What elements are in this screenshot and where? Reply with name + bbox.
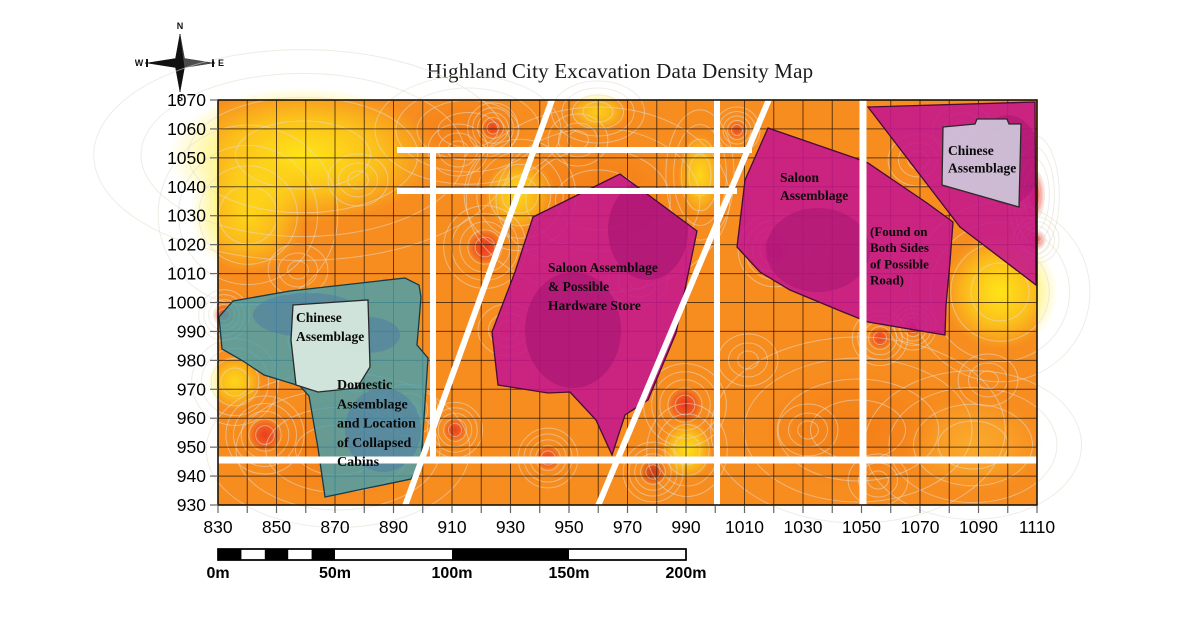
axes: 830 850 870 890 910 930 950 970 990 1010 1030 1050 1… xyxy=(167,90,1055,537)
density-map-canvas: Chinese Assemblage Domestic Assemblage and L… xyxy=(93,49,1091,537)
y-axis-label: 960 xyxy=(177,408,206,428)
x-axis-label: 910 xyxy=(437,517,466,537)
density-blob xyxy=(640,459,666,485)
x-axis-label: 930 xyxy=(496,517,525,537)
x-axis-label: 970 xyxy=(613,517,642,537)
scale-bar-label: 0m xyxy=(206,565,229,582)
y-axis-label: 980 xyxy=(177,350,206,370)
road-diagonal-east xyxy=(595,95,773,508)
label-domestic: Domestic Assemblage and Location of Collaps… xyxy=(337,378,416,470)
y-axis-label: 1040 xyxy=(167,177,206,197)
density-blob xyxy=(678,133,722,217)
compass-star xyxy=(146,33,214,93)
compass-rose: N S W E xyxy=(135,20,225,110)
x-axis-label: 1110 xyxy=(1019,517,1056,537)
y-axis-label: 970 xyxy=(177,379,206,399)
y-axis-label: 1010 xyxy=(167,264,206,284)
roads xyxy=(216,95,1038,508)
y-axis-label: 1030 xyxy=(167,206,206,226)
y-axis-label: 940 xyxy=(177,466,206,486)
y-axis-label: 950 xyxy=(177,437,206,457)
y-axis-label: 1060 xyxy=(167,119,206,139)
label-chinese-west: Chinese Assemblage xyxy=(296,310,364,344)
label-found-on: (Found on Both Sides of Possible Road) xyxy=(870,224,929,288)
density-blob xyxy=(248,418,282,452)
chinese-assemblage-east xyxy=(941,118,1022,208)
x-axis-label: 1090 xyxy=(959,517,998,537)
density-blob xyxy=(443,418,467,442)
scale-bar-label: 150m xyxy=(549,565,590,582)
scale-bar-label: 100m xyxy=(432,565,473,582)
density-blob xyxy=(207,354,263,410)
y-axis-label: 1070 xyxy=(167,90,206,110)
x-axis-label: 990 xyxy=(671,517,700,537)
compass-n: N xyxy=(177,21,184,31)
compass-canvas: N S W E xyxy=(135,21,224,103)
density-blob xyxy=(482,117,504,139)
x-axis-label: 890 xyxy=(379,517,408,537)
label-chinese-east: Chinese Assemblage xyxy=(948,143,1016,176)
road-diagonal-west xyxy=(402,95,556,508)
label-saloon-east: Saloon Assemblage xyxy=(780,170,848,203)
density-blob xyxy=(661,420,713,480)
x-axis-label: 870 xyxy=(320,517,349,537)
y-axis-label: 1000 xyxy=(167,293,206,313)
y-axis-label: 930 xyxy=(177,495,206,515)
density-map: Chinese Assemblage Domestic Assemblage and L… xyxy=(93,49,1091,537)
x-axis-label: 1070 xyxy=(901,517,940,537)
y-axis-label: 1050 xyxy=(167,148,206,168)
scale-bar-segment xyxy=(452,549,569,560)
density-blob xyxy=(763,370,953,490)
scale-bar-segment xyxy=(218,549,242,560)
y-axis-label: 990 xyxy=(177,321,206,341)
x-axis-label: 830 xyxy=(203,517,232,537)
x-axis-label: 1030 xyxy=(784,517,823,537)
x-axis-label: 950 xyxy=(554,517,583,537)
x-axis-label: 850 xyxy=(262,517,291,537)
x-axis-label: 1050 xyxy=(842,517,881,537)
page-title: Highland City Excavation Data Density Ma… xyxy=(426,59,814,83)
compass-s: S xyxy=(177,93,183,103)
density-blob xyxy=(727,120,747,140)
chinese-assemblage-west xyxy=(290,299,371,393)
saloon-roadside-area xyxy=(736,127,954,336)
scale-bar: 0m 50m 100m 150m 200m xyxy=(206,547,706,587)
scale-bar-segment xyxy=(264,549,289,560)
density-blob xyxy=(667,387,703,423)
y-axis-label: 1020 xyxy=(167,235,206,255)
compass-w: W xyxy=(135,58,144,68)
label-saloon-hardware: Saloon Assemblage & Possible Hardware Stor… xyxy=(548,260,658,313)
scale-bar-label: 50m xyxy=(319,565,351,582)
compass-e: E xyxy=(218,58,224,68)
scale-bar-canvas: 0m 50m 100m 150m 200m xyxy=(206,548,706,582)
scale-bar-segment xyxy=(311,549,335,560)
x-axis-label: 1010 xyxy=(725,517,764,537)
scale-bar-label: 200m xyxy=(666,565,707,582)
